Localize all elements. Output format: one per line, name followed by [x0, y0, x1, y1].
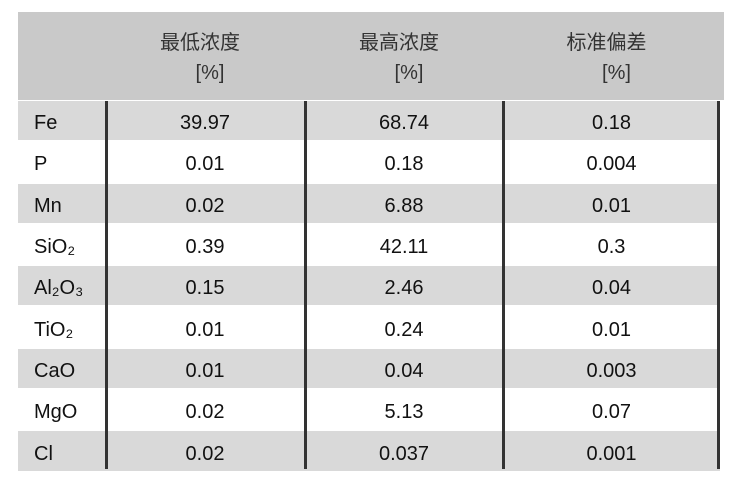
row-band [18, 348, 720, 389]
table-cell: 0.02 [185, 401, 225, 424]
table-cell: 0.18 [592, 112, 631, 135]
table-cell: 39.97 [179, 112, 231, 135]
table-cell: 0.18 [384, 153, 424, 176]
header-band [18, 12, 724, 100]
table-cell: 0.004 [586, 153, 637, 176]
row-label: SiO₂ [34, 236, 76, 259]
table-cell: 0.01 [185, 153, 225, 176]
table-cell: 0.02 [185, 194, 225, 217]
header-unit: [%] [602, 62, 631, 84]
row-label: Mn [34, 194, 62, 217]
header-unit: [%] [394, 62, 424, 84]
row-label: P [34, 153, 48, 176]
column-divider [717, 101, 720, 469]
row-label: CaO [34, 359, 76, 382]
column-divider [105, 101, 108, 469]
table-cell: 0.15 [185, 277, 225, 300]
column-divider [304, 101, 307, 469]
header-title: 最低浓度 [160, 32, 240, 54]
row-band [18, 266, 720, 306]
table-cell: 0.01 [185, 359, 225, 382]
table-cell: 0.39 [185, 236, 225, 259]
table-cell: 2.46 [384, 277, 424, 300]
table-cell: 0.01 [592, 194, 631, 217]
row-label: Fe [34, 112, 58, 135]
table-cell: 0.001 [586, 442, 637, 465]
table-cell: 0.003 [586, 359, 637, 382]
table-cell: 6.88 [384, 194, 424, 217]
row-label: TiO₂ [34, 318, 74, 341]
row-band [18, 183, 720, 223]
table-cell: 0.3 [597, 236, 626, 259]
table-cell: 0.01 [592, 318, 631, 341]
table-cell: 0.24 [384, 318, 424, 341]
table-cell: 0.02 [185, 442, 225, 465]
table-cell: 0.07 [592, 401, 631, 424]
row-band [18, 431, 720, 471]
row-band [18, 101, 720, 141]
header-title: 最高浓度 [359, 32, 439, 54]
table-cell: 0.037 [378, 442, 430, 465]
header-title: 标准偏差 [566, 32, 647, 54]
table-cell: 0.04 [592, 277, 631, 300]
column-divider [502, 101, 505, 469]
table-cell: 5.13 [384, 401, 424, 424]
row-label: Al₂O₃ [34, 277, 84, 300]
table-cell: 0.04 [384, 359, 424, 382]
table-cell: 42.11 [379, 236, 429, 259]
header-unit: [%] [195, 62, 225, 84]
row-label: MgO [34, 401, 78, 424]
table-cell: 0.01 [185, 318, 225, 341]
table-cell: 68.74 [378, 112, 430, 135]
row-label: Cl [34, 442, 53, 465]
